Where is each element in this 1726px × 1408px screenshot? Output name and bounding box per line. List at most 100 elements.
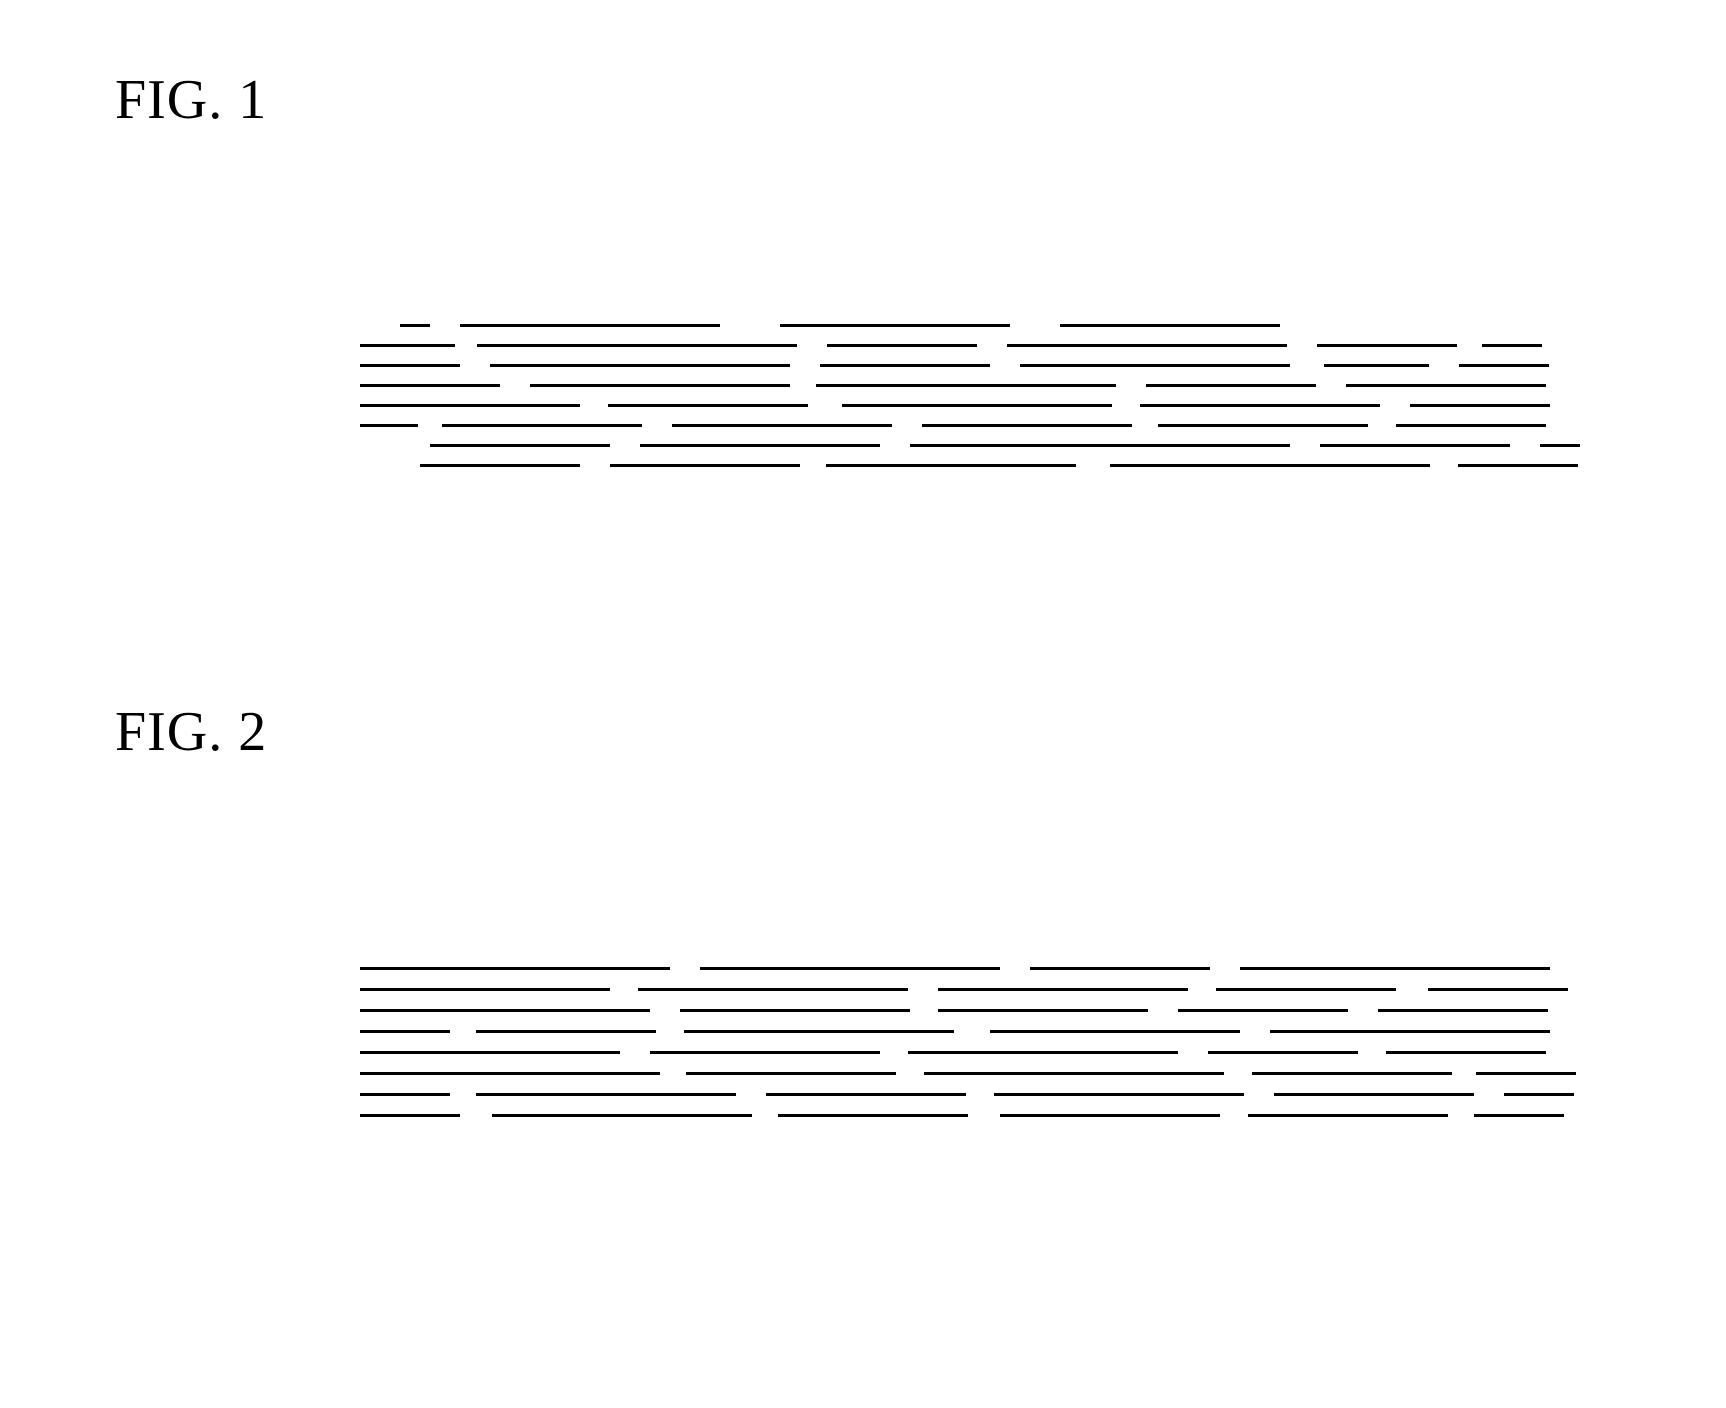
text-gap <box>880 1051 908 1054</box>
text-gap <box>1368 424 1396 427</box>
text-segment <box>1030 967 1210 970</box>
text-segment <box>842 404 1112 407</box>
text-segment <box>1474 1114 1564 1117</box>
text-segment <box>360 384 500 387</box>
text-segment <box>400 324 430 327</box>
text-gap <box>1280 324 1320 327</box>
text-gap <box>455 344 477 347</box>
text-segment <box>360 1051 620 1054</box>
text-gap <box>610 988 638 991</box>
text-segment <box>1252 1072 1452 1075</box>
text-segment <box>360 1093 450 1096</box>
text-gap <box>1316 384 1346 387</box>
text-gap <box>1210 967 1240 970</box>
text-segment <box>360 344 455 347</box>
text-segment <box>638 988 908 991</box>
text-segment <box>360 1009 650 1012</box>
text-gap <box>1358 1051 1386 1054</box>
text-gap <box>1240 1030 1270 1033</box>
text-gap <box>460 364 490 367</box>
text-gap <box>908 988 938 991</box>
text-row <box>360 1063 1580 1084</box>
text-segment <box>360 364 460 367</box>
text-segment <box>1410 404 1550 407</box>
text-row <box>360 355 1580 375</box>
text-gap <box>1290 364 1324 367</box>
text-gap <box>360 464 420 467</box>
text-gap <box>460 1114 492 1117</box>
text-gap <box>360 444 430 447</box>
text-gap <box>1010 324 1060 327</box>
text-row <box>360 335 1580 355</box>
text-row <box>360 375 1580 395</box>
text-segment <box>700 967 1000 970</box>
text-gap <box>656 1030 684 1033</box>
text-segment <box>1476 1072 1576 1075</box>
text-gap <box>910 1009 938 1012</box>
text-gap <box>1448 1114 1474 1117</box>
text-gap <box>736 1093 766 1096</box>
text-gap <box>500 384 530 387</box>
text-gap <box>1396 988 1428 991</box>
text-segment <box>610 464 800 467</box>
text-gap <box>1188 988 1216 991</box>
text-gap <box>977 344 1007 347</box>
text-gap <box>360 324 400 327</box>
text-segment <box>684 1030 954 1033</box>
text-segment <box>778 1114 968 1117</box>
text-gap <box>430 324 460 327</box>
text-segment <box>1000 1114 1220 1117</box>
text-segment <box>477 344 797 347</box>
text-segment <box>1110 464 1430 467</box>
text-gap <box>418 424 442 427</box>
text-segment <box>650 1051 880 1054</box>
text-row <box>360 395 1580 415</box>
text-gap <box>1244 1093 1274 1096</box>
page: FIG. 1 FIG. 2 <box>0 0 1726 1408</box>
text-gap <box>1112 404 1140 407</box>
text-gap <box>1510 444 1540 447</box>
text-gap <box>808 404 842 407</box>
text-row <box>360 1000 1580 1021</box>
text-gap <box>450 1030 476 1033</box>
text-gap <box>1220 1114 1248 1117</box>
text-gap <box>1132 424 1158 427</box>
text-segment <box>360 967 670 970</box>
text-gap <box>670 967 700 970</box>
text-gap <box>1148 1009 1178 1012</box>
text-gap <box>1474 1093 1504 1096</box>
text-segment <box>1216 988 1396 991</box>
text-segment <box>1240 967 1550 970</box>
text-gap <box>1380 404 1410 407</box>
text-segment <box>1396 424 1546 427</box>
text-gap <box>790 364 820 367</box>
text-segment <box>908 1051 1178 1054</box>
text-gap <box>966 1093 994 1096</box>
text-segment <box>360 404 580 407</box>
text-segment <box>816 384 1116 387</box>
text-gap <box>450 1093 476 1096</box>
text-segment <box>1428 988 1568 991</box>
text-gap <box>580 464 610 467</box>
text-segment <box>1378 1009 1548 1012</box>
text-segment <box>1060 324 1280 327</box>
text-gap <box>1348 1009 1378 1012</box>
text-segment <box>938 1009 1148 1012</box>
text-row <box>360 958 1580 979</box>
text-gap <box>1290 444 1320 447</box>
text-segment <box>360 1114 460 1117</box>
text-segment <box>360 1072 660 1075</box>
text-segment <box>1386 1051 1546 1054</box>
text-gap <box>880 444 910 447</box>
text-row <box>360 1021 1580 1042</box>
text-gap <box>1178 1051 1208 1054</box>
text-segment <box>680 1009 910 1012</box>
text-row <box>360 455 1580 475</box>
text-segment <box>1178 1009 1348 1012</box>
text-gap <box>1287 344 1317 347</box>
text-segment <box>1020 364 1290 367</box>
text-segment <box>530 384 790 387</box>
text-gap <box>1452 1072 1476 1075</box>
text-gap <box>892 424 922 427</box>
text-segment <box>1208 1051 1358 1054</box>
